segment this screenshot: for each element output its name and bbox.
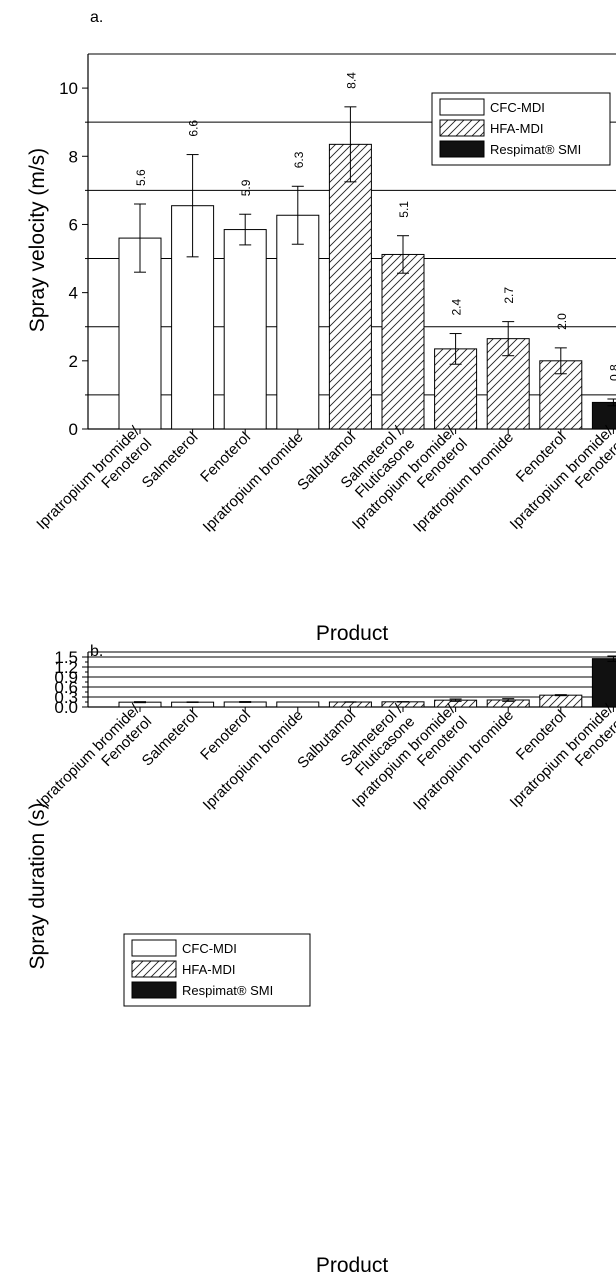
data-label: 5.6 [134,169,148,186]
y-tick-label: 1.5 [54,648,78,667]
x-tick-label-line: Ipratropium bromide [200,429,307,536]
legend-label: HFA-MDI [182,962,235,977]
bar [223,229,267,430]
y-axis-label: Spray duration (s) [26,803,49,970]
bar [539,694,583,708]
bar [276,214,320,430]
y-tick-label: 0.0 [54,698,78,717]
data-label: 2.0 [555,313,569,330]
y-tick-label: 10 [59,79,78,98]
legend-swatch [439,140,485,158]
bar [328,701,372,708]
data-label: 6.6 [187,120,201,137]
legend-label: CFC-MDI [490,100,545,115]
data-label: 5.1 [397,201,411,218]
x-tick-label-line: Ipratropium bromide/ [33,423,143,533]
x-tick-label: Ipratropium bromide/Fenoterol [33,701,155,823]
x-tick-label-line: Ipratropium bromide/ [33,701,143,811]
x-tick-label: Salmeterol [139,707,202,770]
y-tick-label: 8 [69,147,78,166]
data-label: 2.7 [502,287,516,304]
legend-label: CFC-MDI [182,941,237,956]
panel-label: a. [90,9,103,26]
y-tick-label: 0.6 [54,678,78,697]
y-tick-label: 0.3 [54,688,78,707]
legend-swatch [131,939,177,957]
legend-swatch [131,960,177,978]
x-tick-label-line: Ipratropium bromide [200,707,307,814]
legend-label: Respimat® SMI [490,142,581,157]
y-tick-label: 0.9 [54,668,78,687]
x-axis-label: Product [316,1254,389,1277]
data-label: 5.9 [239,179,253,196]
legend-swatch [439,98,485,116]
bar [591,658,616,708]
x-tick-label: Ipratropium bromide/Fenoterol [33,423,155,545]
y-tick-label: 1.2 [54,658,78,677]
data-label: 2.4 [450,299,464,316]
bar [381,253,425,430]
x-tick-label: Salmeterol [139,429,202,492]
x-axis-label: Product [316,622,389,645]
y-tick-label: 6 [69,215,78,234]
legend-swatch [439,119,485,137]
y-axis-label: Spray velocity (m/s) [26,148,49,332]
legend-swatch [131,981,177,999]
data-label: 8.4 [344,72,358,89]
x-tick-label: Ipratropium bromide [200,429,307,536]
x-tick-label-line: Salmeterol [139,707,202,770]
y-tick-label: 0 [69,420,78,439]
legend-label: Respimat® SMI [182,983,273,998]
x-tick-label-line: Salmeterol [139,429,202,492]
data-label: 6.3 [292,151,306,168]
bar [328,143,372,430]
bar [276,701,320,708]
y-tick-label: 4 [69,284,78,303]
panel-a-velocity-chart: a. 0 2 4 6 8 10 Spray velocity (m/s) 5.6 Ipratrop… [26,9,616,645]
x-tick-label: Ipratropium bromide [200,707,307,814]
data-label: 0.8 [607,364,616,381]
y-tick-label: 2 [69,352,78,371]
legend-label: HFA-MDI [490,121,543,136]
